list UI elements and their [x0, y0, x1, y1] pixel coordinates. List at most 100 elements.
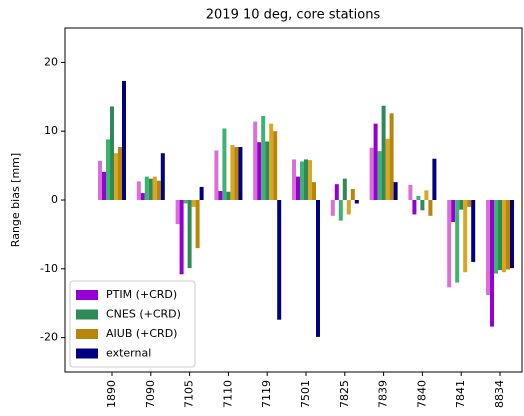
x-tick-label: 7841	[454, 380, 467, 408]
x-tick-label: 7840	[415, 380, 428, 408]
bar	[467, 200, 472, 207]
bar	[226, 191, 231, 200]
bar	[110, 106, 114, 200]
bar	[393, 182, 398, 200]
bar	[122, 80, 126, 200]
bar	[238, 147, 243, 200]
bar	[412, 200, 417, 215]
bar	[152, 176, 157, 200]
bar	[257, 142, 262, 200]
legend-label: CNES (+CRD)	[106, 308, 181, 321]
bar	[136, 181, 141, 200]
bar	[140, 193, 145, 200]
legend-swatch	[76, 348, 98, 359]
bar	[506, 200, 510, 270]
bar	[296, 176, 300, 200]
bar	[273, 131, 278, 200]
x-tick-label: 7105	[183, 380, 196, 408]
bar	[424, 190, 429, 200]
y-tick-label: 0	[51, 193, 58, 206]
legend-swatch	[76, 290, 98, 300]
bar	[114, 153, 118, 200]
bar	[346, 200, 351, 215]
bar	[342, 178, 347, 200]
bar	[455, 200, 460, 283]
bar	[253, 121, 258, 200]
bar	[308, 160, 312, 200]
bar	[385, 138, 390, 200]
bar	[369, 147, 374, 200]
bar	[292, 159, 296, 200]
bar	[373, 123, 378, 200]
bar	[312, 182, 316, 200]
bar	[222, 128, 227, 200]
y-tick-label: 20	[44, 55, 58, 68]
bar	[277, 200, 282, 320]
bar	[265, 141, 270, 200]
x-tick-label: 8834	[493, 380, 506, 408]
bar	[447, 200, 452, 288]
legend-box	[69, 280, 196, 368]
plot-frame	[64, 27, 523, 373]
bar	[420, 200, 425, 211]
bar	[148, 178, 153, 200]
bar	[214, 150, 219, 200]
bar	[494, 200, 498, 274]
bar	[459, 200, 464, 210]
bar	[234, 147, 239, 200]
bar	[486, 200, 490, 295]
bar	[354, 200, 359, 204]
bar	[102, 171, 106, 200]
x-tick-label: 7839	[377, 380, 390, 408]
bar	[175, 200, 180, 225]
y-tick-label: -10	[40, 262, 58, 275]
bar	[451, 200, 456, 223]
bar	[463, 200, 468, 273]
bar	[490, 200, 494, 327]
legend-swatch	[76, 329, 98, 339]
bar	[183, 200, 188, 204]
bar	[428, 200, 433, 216]
bar	[432, 158, 437, 200]
legend-label: AIUB (+CRD)	[106, 327, 177, 340]
bar	[179, 200, 184, 275]
bar	[195, 200, 200, 249]
bar	[269, 123, 274, 200]
bar	[330, 200, 335, 216]
bar	[471, 200, 476, 262]
bar	[408, 184, 413, 200]
x-tick-label: 7501	[299, 380, 312, 408]
bar	[502, 200, 506, 273]
bar	[334, 184, 339, 200]
legend-label: external	[106, 347, 151, 360]
chart-title: 2019 10 deg, core stations	[206, 8, 381, 23]
bar	[389, 113, 394, 200]
bar	[230, 144, 235, 200]
legend-label: PTIM (+CRD)	[106, 288, 177, 301]
x-tick-label: 7119	[260, 380, 273, 408]
bar	[338, 200, 343, 221]
bar	[381, 105, 386, 200]
y-tick-label: 10	[44, 124, 58, 137]
bar	[510, 200, 514, 269]
bar	[416, 195, 421, 200]
y-tick-label: -20	[40, 331, 58, 344]
bar	[304, 159, 308, 200]
bar	[106, 139, 110, 200]
bar	[156, 180, 161, 200]
bar	[316, 200, 320, 337]
x-tick-label: 7825	[338, 380, 351, 408]
y-axis-label: Range bias [mm]	[9, 153, 22, 247]
bar	[498, 200, 502, 271]
bar	[118, 147, 122, 200]
bar	[261, 116, 266, 200]
bar	[199, 186, 204, 200]
bar	[218, 191, 223, 200]
bar	[300, 161, 304, 200]
legend-swatch	[76, 309, 98, 320]
bar	[191, 200, 196, 207]
x-tick-label: 7110	[221, 380, 234, 408]
bar	[187, 200, 192, 269]
bar	[350, 188, 355, 200]
